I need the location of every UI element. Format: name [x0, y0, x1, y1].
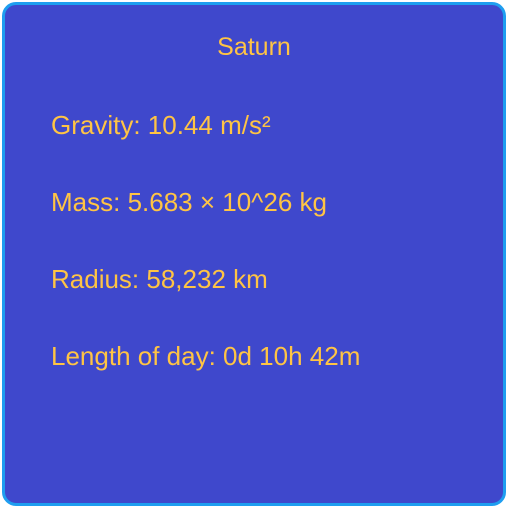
- day-length-stat: Length of day: 0d 10h 42m: [51, 341, 361, 371]
- gravity-stat: Gravity: 10.44 m/s²: [51, 110, 271, 140]
- planet-name: Saturn: [217, 33, 291, 61]
- planet-info-card: Saturn Gravity: 10.44 m/s² Mass: 5.683 ×…: [2, 2, 506, 506]
- mass-stat: Mass: 5.683 × 10^26 kg: [51, 187, 327, 217]
- radius-stat: Radius: 58,232 km: [51, 264, 268, 294]
